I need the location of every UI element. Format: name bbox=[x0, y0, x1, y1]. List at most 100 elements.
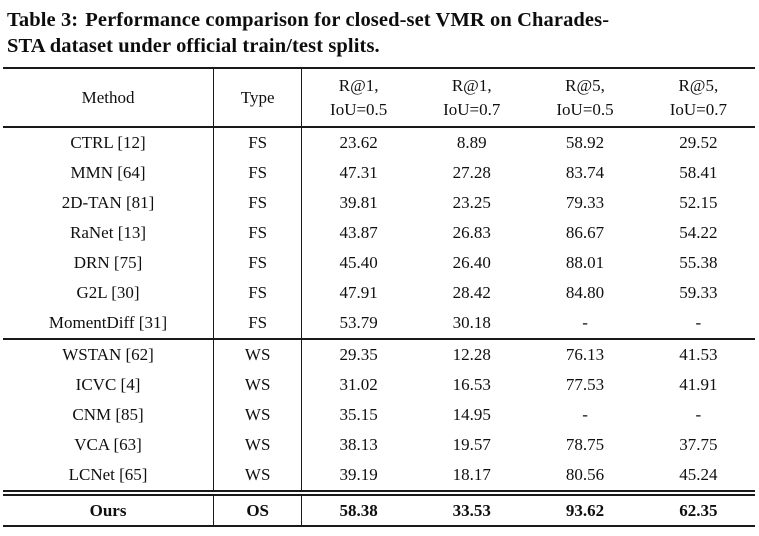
metric-cell: 29.52 bbox=[679, 133, 718, 152]
metric-header-line: R@5, bbox=[565, 75, 605, 95]
metric-cell: 30.18 bbox=[415, 308, 529, 340]
metric-cell: 26.40 bbox=[452, 253, 491, 272]
metric-cell: 83.74 bbox=[565, 163, 605, 182]
type-cell: WS bbox=[213, 370, 303, 400]
type-cell: WS bbox=[213, 460, 303, 493]
table-row: MomentDiff [31] FS 53.79 30.18 - - bbox=[3, 308, 755, 340]
metric-header-line: IoU=0.5 bbox=[330, 99, 388, 119]
type-cell: FS bbox=[213, 278, 303, 308]
metric-cell: 47.31 bbox=[339, 163, 378, 182]
metric-cell: 55.38 bbox=[679, 253, 718, 272]
method-cell: WSTAN [62] bbox=[62, 345, 154, 364]
col-header-r5-iou05: R@5, IoU=0.5 bbox=[528, 67, 642, 128]
metric-cell: 35.15 bbox=[339, 405, 378, 424]
method-cell: ICVC [4] bbox=[75, 375, 141, 394]
metric-cell: 43.87 bbox=[339, 223, 378, 242]
type-cell: OS bbox=[213, 490, 303, 527]
method-cell: 2D-TAN [81] bbox=[61, 193, 155, 212]
method-cell: MomentDiff [31] bbox=[3, 308, 214, 340]
metric-cell: 59.33 bbox=[679, 283, 718, 302]
metric-cell: 19.57 bbox=[452, 435, 491, 454]
metric-cell: 12.28 bbox=[452, 345, 491, 364]
method-cell: Ours bbox=[3, 490, 214, 527]
metric-cell: 41.53 bbox=[679, 345, 718, 364]
type-cell: FS bbox=[213, 188, 303, 218]
type-cell: FS bbox=[213, 308, 303, 340]
metric-cell: 45.40 bbox=[339, 253, 378, 272]
metric-cell: 8.89 bbox=[456, 133, 487, 152]
metric-cell: 58.38 bbox=[301, 490, 416, 527]
metric-header-line: R@1, bbox=[338, 75, 379, 95]
metric-cell: 58.92 bbox=[565, 133, 605, 152]
type-cell: WS bbox=[213, 339, 303, 370]
table-caption-line2: STA dataset under official train/test sp… bbox=[7, 35, 380, 57]
metric-cell: 62.35 bbox=[641, 490, 755, 527]
table-caption-line1: Table 3: Performance comparison for close… bbox=[7, 7, 753, 33]
col-header-r5-iou07: R@5, IoU=0.7 bbox=[641, 67, 755, 128]
method-cell: RaNet [13] bbox=[70, 223, 147, 242]
type-cell: WS bbox=[213, 430, 303, 460]
method-cell: DRN [75] bbox=[73, 253, 143, 272]
metric-header-line: IoU=0.7 bbox=[669, 99, 727, 119]
header-row: Method Type R@1, IoU=0.5 R@1, IoU=0.7 R@… bbox=[3, 67, 755, 128]
metric-cell: 27.28 bbox=[452, 163, 491, 182]
table-row: MMN [64] FS 47.31 27.28 83.74 58.41 bbox=[3, 158, 755, 188]
type-cell: FS bbox=[213, 127, 303, 158]
method-cell: G2L [30] bbox=[76, 283, 140, 302]
method-cell: VCA [63] bbox=[74, 435, 142, 454]
metric-header-line: R@5, bbox=[678, 75, 719, 95]
metric-cell: - bbox=[582, 405, 588, 424]
metric-header-line: IoU=0.7 bbox=[443, 99, 501, 119]
method-cell: CNM [85] bbox=[72, 405, 144, 424]
metric-cell: 47.91 bbox=[339, 283, 378, 302]
method-cell: LCNet [65] bbox=[68, 465, 148, 484]
metric-cell: 23.62 bbox=[339, 133, 378, 152]
type-cell: FS bbox=[213, 218, 303, 248]
metric-cell: 58.41 bbox=[679, 163, 718, 182]
table-row: ICVC [4] WS 31.02 16.53 77.53 41.91 bbox=[3, 370, 755, 400]
table-row: CNM [85] WS 35.15 14.95 - - bbox=[3, 400, 755, 430]
metric-cell: 45.24 bbox=[679, 465, 718, 484]
metric-cell: 54.22 bbox=[679, 223, 718, 242]
method-cell: CTRL [12] bbox=[70, 133, 146, 152]
metric-cell: 18.17 bbox=[452, 465, 491, 484]
metric-cell: 14.95 bbox=[452, 405, 491, 424]
metric-cell: 26.83 bbox=[452, 223, 491, 242]
metric-cell: 53.79 bbox=[301, 308, 416, 340]
metric-cell: - bbox=[695, 405, 702, 424]
metric-cell: 23.25 bbox=[452, 193, 491, 212]
table-row-ours: Ours OS 58.38 33.53 93.62 62.35 bbox=[3, 490, 755, 527]
table-caption-text-line1: Performance comparison for closed-set VM… bbox=[85, 9, 610, 31]
col-header-type: Type bbox=[213, 67, 303, 128]
metric-cell: 79.33 bbox=[565, 193, 605, 212]
metric-cell: 41.91 bbox=[679, 375, 718, 394]
metric-cell: 93.62 bbox=[528, 490, 642, 527]
metric-cell: 84.80 bbox=[565, 283, 605, 302]
table-row: LCNet [65] WS 39.19 18.17 80.56 45.24 bbox=[3, 460, 755, 493]
metric-cell: - bbox=[528, 308, 642, 340]
metric-cell: 29.35 bbox=[339, 345, 378, 364]
metric-cell: 52.15 bbox=[679, 193, 718, 212]
metric-cell: 78.75 bbox=[565, 435, 605, 454]
col-header-method: Method bbox=[3, 67, 214, 128]
metric-header-line: IoU=0.5 bbox=[556, 99, 614, 119]
table-row: 2D-TAN [81] FS 39.81 23.25 79.33 52.15 bbox=[3, 188, 755, 218]
method-cell: MMN [64] bbox=[70, 163, 146, 182]
table-row: DRN [75] FS 45.40 26.40 88.01 55.38 bbox=[3, 248, 755, 278]
metric-cell: 28.42 bbox=[452, 283, 491, 302]
metric-cell: 33.53 bbox=[415, 490, 529, 527]
metric-cell: 37.75 bbox=[679, 435, 718, 454]
metric-cell: 80.56 bbox=[565, 465, 605, 484]
type-cell: FS bbox=[213, 248, 303, 278]
type-cell: WS bbox=[213, 400, 303, 430]
table-row: WSTAN [62] WS 29.35 12.28 76.13 41.53 bbox=[3, 339, 755, 370]
metric-cell: 88.01 bbox=[565, 253, 605, 272]
metric-header-line: R@1, bbox=[451, 75, 492, 95]
metric-cell: 76.13 bbox=[565, 345, 605, 364]
results-table: Method Type R@1, IoU=0.5 R@1, IoU=0.7 R@… bbox=[3, 67, 755, 527]
metric-cell: 39.19 bbox=[339, 465, 378, 484]
table-row: RaNet [13] FS 43.87 26.83 86.67 54.22 bbox=[3, 218, 755, 248]
metric-cell: - bbox=[641, 308, 755, 340]
type-cell: FS bbox=[213, 158, 303, 188]
